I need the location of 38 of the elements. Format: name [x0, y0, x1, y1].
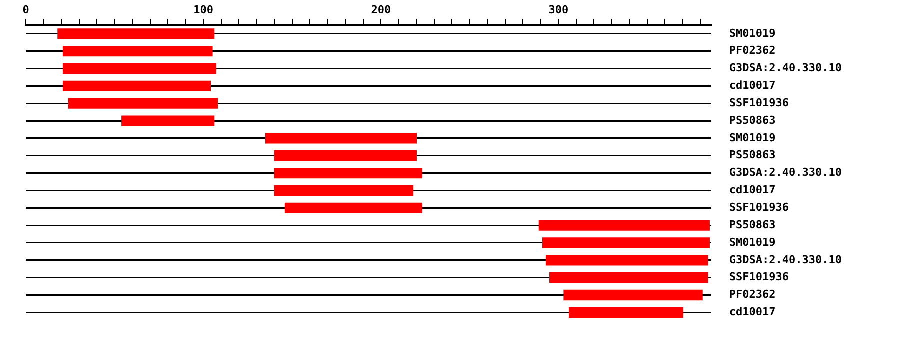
bar: [58, 28, 215, 40]
bar: [122, 116, 215, 126]
bar: [284, 202, 422, 214]
bar: [546, 255, 708, 266]
y-tick-label: SSF101936: [729, 96, 790, 110]
y-tick-label: cd10017: [729, 306, 776, 319]
y-tick-label: G3DSA:2.40.330.10: [729, 62, 842, 75]
y-tick-label: G3DSA:2.40.330.10: [729, 166, 842, 180]
y-tick-label: SSF101936: [729, 270, 790, 284]
bar: [68, 98, 218, 109]
y-tick-label: PS50863: [729, 218, 776, 232]
x-tick-label: 200: [371, 3, 392, 16]
bar: [538, 220, 710, 231]
y-tick-label: PS50863: [729, 148, 776, 162]
bar: [62, 63, 216, 74]
bar: [274, 150, 417, 162]
bar: [265, 133, 417, 144]
bar: [62, 46, 213, 57]
y-tick-label: G3DSA:2.40.330.10: [729, 253, 842, 266]
bar: [274, 168, 422, 179]
y-tick-label: SM01019: [729, 131, 776, 144]
bar: [274, 185, 414, 196]
bar: [569, 307, 684, 318]
y-tick-label: cd10017: [729, 79, 776, 92]
bar: [550, 272, 708, 284]
bar: [542, 238, 710, 248]
x-tick-label: 300: [548, 3, 569, 16]
y-tick-label: PF02362: [729, 288, 776, 302]
y-tick-label: SSF101936: [729, 201, 790, 214]
y-tick-label: SM01019: [729, 236, 776, 249]
x-tick-label: 0: [22, 3, 30, 16]
y-tick-label: SM01019: [729, 26, 776, 40]
y-tick-label: PS50863: [729, 114, 776, 127]
y-tick-label: PF02362: [729, 44, 776, 58]
bar: [564, 290, 703, 301]
bar: [62, 80, 211, 92]
x-tick-label: 100: [194, 3, 214, 16]
y-tick-label: cd10017: [729, 184, 776, 197]
